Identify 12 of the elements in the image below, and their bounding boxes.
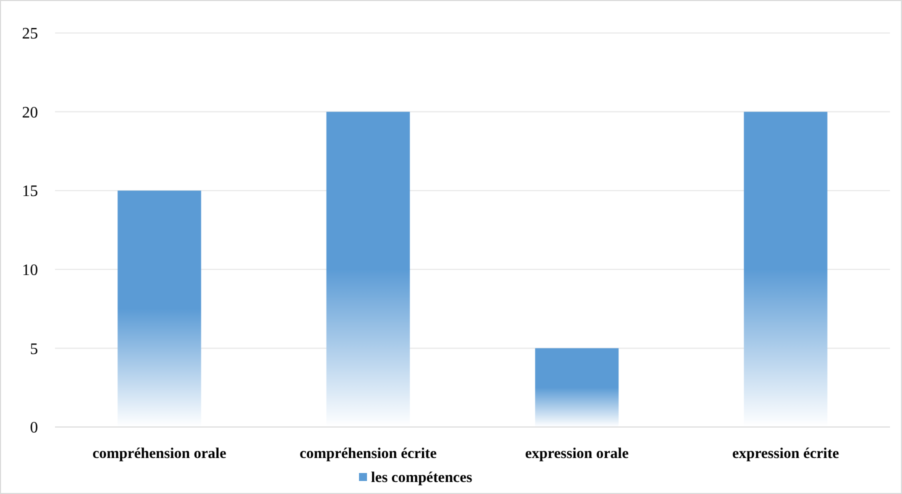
x-tick-label: compréhension orale [92, 446, 227, 462]
x-tick-label: compréhension écrite [300, 446, 437, 462]
x-tick-label: expression orale [525, 446, 629, 462]
y-tick-label: 10 [22, 262, 38, 279]
y-tick-label: 5 [30, 340, 38, 358]
y-tick-label: 0 [30, 420, 38, 437]
y-tick-label: 25 [22, 26, 38, 43]
bar [535, 348, 619, 427]
x-tick-label: expression écrite [732, 446, 840, 462]
legend-label: les compétences [371, 470, 472, 486]
y-tick-label: 20 [22, 104, 38, 122]
y-tick-label: 15 [22, 183, 38, 200]
